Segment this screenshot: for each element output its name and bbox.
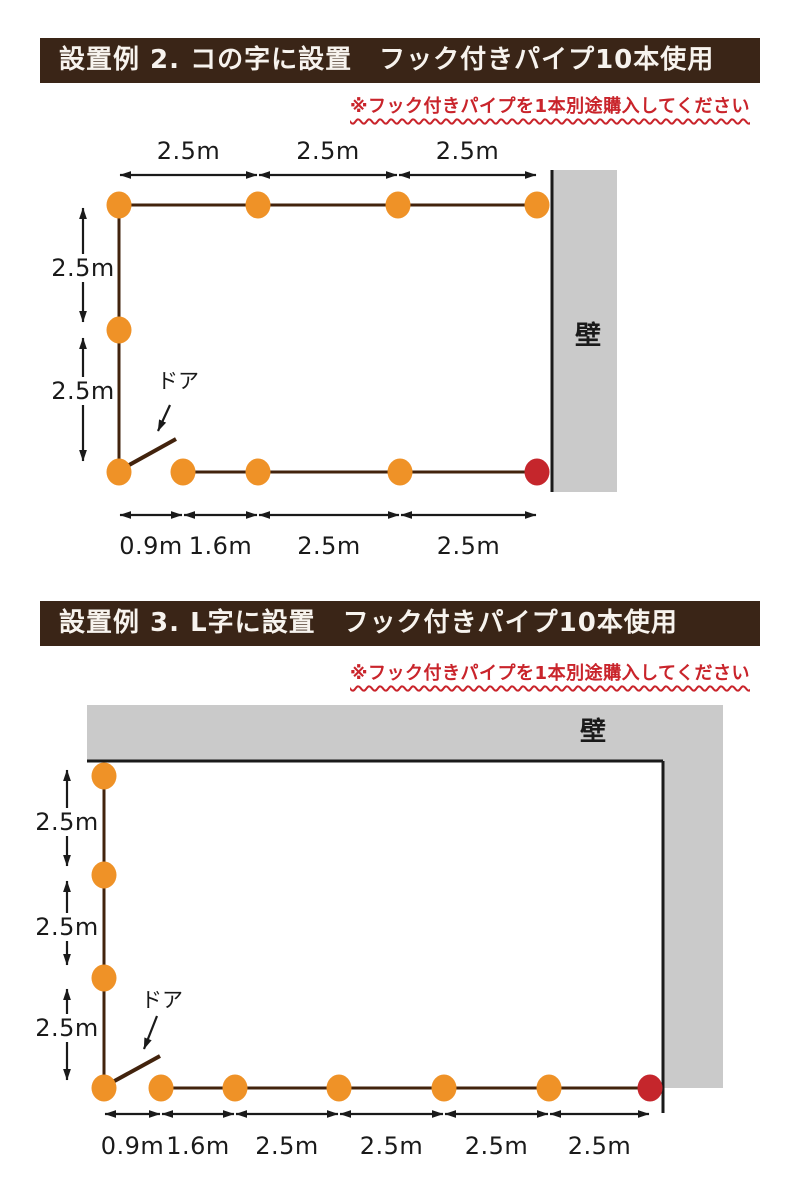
hook-pipe-dot [91, 861, 117, 889]
hook-pipe-dot [106, 458, 132, 486]
hook-pipe-dot [326, 1074, 352, 1102]
measurement-label: 1.6m [189, 532, 253, 560]
hook-pipe-dot [106, 191, 132, 219]
hook-pipe-dot [148, 1074, 174, 1102]
section-header-example2: 設置例 2. コの字に設置 フック付きパイプ10本使用 [40, 38, 760, 83]
hook-pipe-dot [524, 191, 550, 219]
measurement-label: 2.5m [465, 1132, 529, 1160]
hook-pipe-dot [106, 316, 132, 344]
door-swing-line [108, 1054, 161, 1086]
measurement-label: 1.6m [166, 1132, 230, 1160]
measurement-label: 2.5m [51, 377, 115, 405]
wall-label: 壁 [580, 716, 606, 747]
measurement-label: 2.5m [35, 808, 99, 836]
hook-pipe-dot [385, 191, 411, 219]
measurement-label-mask [35, 913, 99, 941]
door-pointer-arrow [157, 404, 171, 432]
hook-pipe-dot [245, 191, 271, 219]
measurement-label: 2.5m [297, 532, 361, 560]
purchase-note-example2: ※フック付きパイプを1本別途購入してください [350, 96, 750, 117]
extra-hook-pipe-dot [524, 458, 550, 486]
hook-pipe-dot [91, 964, 117, 992]
measurement-label: 2.5m [35, 1014, 99, 1042]
measurement-label: 2.5m [568, 1132, 632, 1160]
measurement-label: 2.5m [437, 532, 501, 560]
door-label: ドア [157, 369, 199, 393]
door-pointer-arrow [142, 1015, 159, 1050]
measurement-label-mask [35, 808, 99, 836]
measurement-label-mask [51, 254, 115, 282]
measurement-label: 2.5m [360, 1132, 424, 1160]
measurement-label-mask [51, 377, 115, 405]
wall [663, 705, 723, 1088]
hook-pipe-dot [222, 1074, 248, 1102]
wall-label: 壁 [575, 320, 601, 351]
measurement-label: 2.5m [157, 137, 221, 165]
hook-pipe-dot [91, 762, 117, 790]
hook-pipe-dot [245, 458, 271, 486]
measurement-label-mask [35, 1014, 99, 1042]
measurement-label: 2.5m [296, 137, 360, 165]
door-swing-line [121, 437, 177, 471]
hook-pipe-dot [387, 458, 413, 486]
measurement-label: 0.9m [101, 1132, 165, 1160]
wall [87, 705, 723, 761]
wall [552, 170, 617, 492]
measurement-label: 0.9m [119, 532, 183, 560]
purchase-note-example3: ※フック付きパイプを1本別途購入してください [350, 663, 750, 684]
extra-hook-pipe-dot [637, 1074, 663, 1102]
hook-pipe-dot [536, 1074, 562, 1102]
section-header-example3: 設置例 3. L字に設置 フック付きパイプ10本使用 [40, 601, 760, 646]
hook-pipe-dot [431, 1074, 457, 1102]
measurement-label: 2.5m [255, 1132, 319, 1160]
measurement-label: 2.5m [51, 254, 115, 282]
measurement-label: 2.5m [35, 913, 99, 941]
measurement-label: 2.5m [436, 137, 500, 165]
hook-pipe-dot [170, 458, 196, 486]
door-label: ドア [141, 988, 183, 1012]
hook-pipe-dot [91, 1074, 117, 1102]
